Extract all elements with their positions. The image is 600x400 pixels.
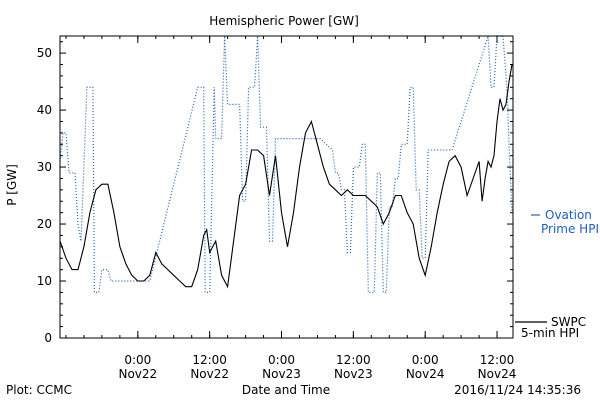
chart-title: Hemispheric Power [GW]: [209, 14, 359, 28]
y-tick-label: 10: [37, 274, 52, 288]
x-tick-date-label: Nov22: [190, 367, 229, 381]
ovation-legend-label: Ovation: [545, 208, 592, 222]
x-tick-date-label: Nov23: [262, 367, 301, 381]
x-tick-time-label: 0:00: [412, 353, 439, 367]
y-tick-label: 20: [37, 217, 52, 231]
x-tick-date-label: Nov24: [478, 367, 517, 381]
ovation-hpi-series-line: [59, 35, 513, 293]
plot-frame: [59, 35, 514, 339]
x-tick-time-label: 12:00: [480, 353, 515, 367]
x-tick-time-label: 0:00: [268, 353, 295, 367]
y-axis-label: P [GW]: [5, 164, 19, 206]
swpc-hpi-series-line: [59, 64, 513, 289]
y-tick-label: 0: [44, 331, 52, 345]
x-tick-date-label: Nov23: [334, 367, 373, 381]
x-tick-time-label: 12:00: [192, 353, 227, 367]
footer-plot-source: Plot: CCMC: [6, 383, 72, 397]
y-tick-label: 40: [37, 103, 52, 117]
x-axis-ticks: 0:00Nov2212:00Nov220:00Nov2312:00Nov230:…: [65, 36, 517, 381]
series-layer: [59, 35, 513, 293]
y-tick-label: 30: [37, 160, 52, 174]
ovation-legend-label-2: Prime HPI: [541, 222, 599, 236]
x-tick-time-label: 0:00: [124, 353, 151, 367]
footer-timestamp: 2016/11/24 14:35:36: [454, 383, 581, 397]
x-axis-label: Date and Time: [242, 383, 330, 397]
swpc-legend-label-2: 5-min HPI: [521, 326, 579, 340]
y-tick-label: 50: [37, 46, 52, 60]
x-tick-time-label: 12:00: [336, 353, 371, 367]
x-tick-date-label: Nov22: [118, 367, 157, 381]
x-tick-date-label: Nov24: [406, 367, 445, 381]
swpc-legend-label: SWPC: [551, 315, 586, 329]
